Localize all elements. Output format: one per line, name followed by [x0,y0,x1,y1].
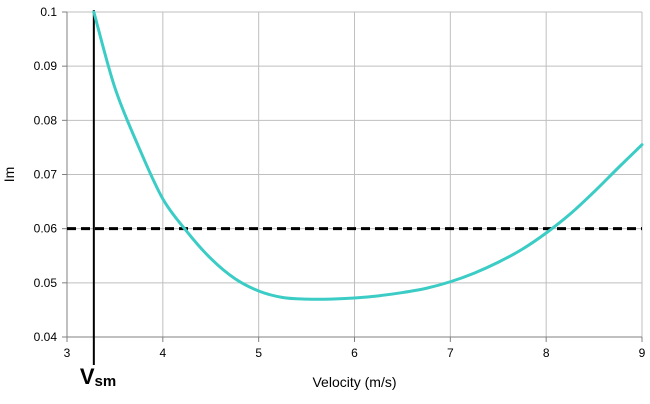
y-tick-label: 0.09 [34,59,58,73]
vsm-annotation-subscript: sm [95,373,117,390]
y-tick-label: 0.07 [34,168,58,182]
reference-lines [67,10,642,365]
x-tick-label: 5 [255,346,262,360]
y-tick-label: 0.04 [34,330,58,344]
y-axis-title: Im [1,167,17,183]
x-tick-label: 4 [159,346,166,360]
grid-lines [66,11,643,338]
x-tick-label: 6 [351,346,358,360]
series-line [92,10,644,301]
y-tick-label: 0.05 [34,276,58,290]
y-tick-label: 0.06 [34,222,58,236]
y-tick-label: 0.08 [34,113,58,127]
x-axis-title: Velocity (m/s) [312,374,396,390]
y-tick-label: 0.1 [40,5,57,19]
axes [62,11,643,342]
x-tick-label: 9 [639,346,646,360]
series-lines [92,10,644,301]
x-tick-label: 8 [543,346,550,360]
tick-labels: 3 4 5 6 7 8 9 0.04 0.05 0.06 0.07 0.08 0.09 0.1 [34,5,646,360]
x-tick-label: 3 [64,346,71,360]
x-tick-label: 7 [447,346,454,360]
vsm-annotation: Vsm [80,364,116,390]
vsm-annotation-main: V [80,364,95,389]
